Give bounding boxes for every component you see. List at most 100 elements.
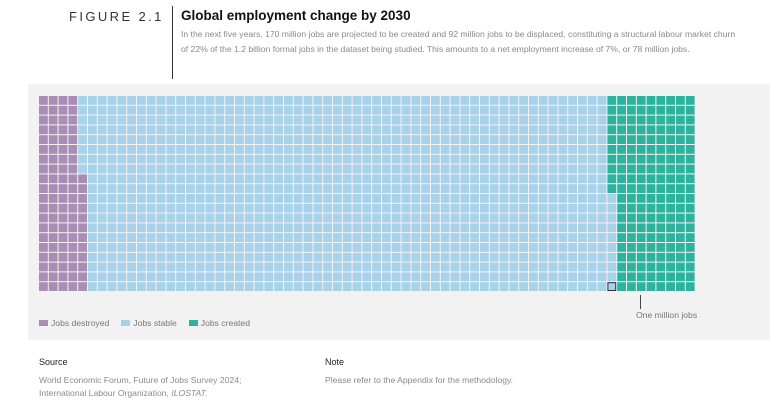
waffle-cell-jobs-stable (450, 125, 460, 135)
waffle-cell-jobs-stable (489, 203, 499, 213)
waffle-cell-jobs-stable (264, 243, 274, 252)
waffle-cell-jobs-destroyed (78, 184, 87, 193)
waffle-cell-jobs-stable (195, 184, 205, 193)
waffle-cell-jobs-stable (529, 262, 538, 272)
waffle-cell-jobs-stable (127, 96, 136, 105)
waffle-cell-jobs-stable (558, 174, 568, 184)
waffle-cell-jobs-stable (538, 96, 548, 105)
waffle-cell-jobs-stable (244, 164, 254, 174)
waffle-cell-jobs-destroyed (48, 252, 58, 262)
waffle-cell-jobs-stable (127, 262, 136, 272)
waffle-cell-jobs-created (666, 125, 675, 135)
waffle-cell-jobs-stable (274, 272, 283, 282)
waffle-cell-jobs-stable (186, 184, 195, 193)
waffle-cell-jobs-stable (342, 194, 352, 203)
waffle-cell-jobs-stable (205, 154, 215, 164)
waffle-cell-jobs-stable (499, 223, 509, 233)
waffle-cell-jobs-stable (548, 203, 558, 213)
waffle-cell-jobs-stable (450, 272, 460, 282)
waffle-cell-jobs-created (676, 213, 685, 223)
waffle-cell-jobs-stable (460, 262, 470, 272)
waffle-cell-jobs-stable (97, 115, 107, 125)
waffle-cell-jobs-stable (176, 145, 185, 154)
waffle-cell-jobs-stable (489, 135, 499, 144)
waffle-cell-jobs-stable (352, 262, 362, 272)
waffle-cell-jobs-stable (195, 125, 205, 135)
waffle-cell-jobs-stable (372, 164, 381, 174)
waffle-cell-jobs-created (617, 145, 626, 154)
waffle-cell-jobs-stable (303, 194, 313, 203)
waffle-cell-jobs-stable (166, 262, 176, 272)
waffle-cell-jobs-stable (450, 223, 460, 233)
waffle-cell-jobs-stable (470, 154, 479, 164)
waffle-cell-jobs-stable (362, 115, 372, 125)
waffle-cell-jobs-stable (568, 135, 577, 144)
waffle-cell-jobs-created (607, 145, 617, 154)
waffle-cell-jobs-stable (607, 233, 617, 242)
waffle-cell-jobs-created (666, 243, 675, 252)
waffle-cell-jobs-stable (382, 243, 391, 252)
waffle-cell-jobs-stable (519, 164, 528, 174)
waffle-cell-jobs-stable (274, 282, 283, 291)
header-divider (172, 6, 173, 79)
waffle-cell-jobs-stable (313, 115, 323, 125)
waffle-cell-jobs-stable (548, 115, 558, 125)
waffle-cell-jobs-stable (431, 115, 440, 125)
unit-annotation-label: One million jobs (636, 310, 698, 320)
waffle-cell-jobs-created (646, 203, 656, 213)
waffle-cell-jobs-stable (529, 252, 538, 262)
waffle-cell-jobs-stable (499, 243, 509, 252)
waffle-cell-jobs-stable (597, 125, 607, 135)
waffle-cell-jobs-created (676, 223, 685, 233)
waffle-cell-jobs-stable (460, 223, 470, 233)
waffle-cell-jobs-stable (489, 252, 499, 262)
waffle-cell-jobs-stable (440, 272, 450, 282)
waffle-cell-jobs-stable (303, 243, 313, 252)
waffle-cell-jobs-stable (529, 174, 538, 184)
waffle-cell-jobs-stable (195, 262, 205, 272)
waffle-cell-jobs-created (666, 194, 675, 203)
waffle-cell-jobs-stable (499, 105, 509, 115)
waffle-cell-jobs-stable (450, 174, 460, 184)
waffle-cell-jobs-stable (587, 154, 597, 164)
waffle-cell-jobs-stable (372, 115, 381, 125)
waffle-cell-jobs-stable (186, 174, 195, 184)
waffle-cell-jobs-stable (587, 145, 597, 154)
waffle-cell-jobs-stable (156, 223, 166, 233)
waffle-cell-jobs-stable (372, 282, 381, 291)
waffle-cell-jobs-destroyed (48, 233, 58, 242)
waffle-cell-jobs-stable (480, 243, 489, 252)
waffle-cell-jobs-stable (156, 164, 166, 174)
waffle-cell-jobs-stable (382, 233, 391, 242)
waffle-cell-jobs-stable (548, 252, 558, 262)
waffle-cell-jobs-destroyed (39, 203, 48, 213)
waffle-cell-jobs-stable (401, 115, 411, 125)
waffle-cell-jobs-stable (391, 203, 401, 213)
waffle-cell-jobs-stable (460, 203, 470, 213)
waffle-cell-jobs-stable (166, 96, 176, 105)
waffle-cell-jobs-stable (568, 243, 577, 252)
waffle-cell-jobs-stable (293, 252, 303, 262)
waffle-cell-jobs-stable (352, 174, 362, 184)
waffle-cell-jobs-stable (284, 194, 293, 203)
waffle-cell-jobs-stable (509, 262, 519, 272)
waffle-cell-jobs-stable (293, 262, 303, 272)
waffle-cell-jobs-stable (489, 223, 499, 233)
waffle-cell-jobs-stable (117, 282, 127, 291)
waffle-cell-jobs-created (676, 184, 685, 193)
waffle-cell-jobs-stable (519, 252, 528, 262)
waffle-cell-jobs-stable (274, 203, 283, 213)
waffle-cell-jobs-destroyed (39, 174, 48, 184)
waffle-cell-jobs-stable (362, 135, 372, 144)
waffle-cell-jobs-stable (146, 174, 156, 184)
waffle-cell-jobs-stable (431, 145, 440, 154)
waffle-cell-jobs-stable (401, 282, 411, 291)
waffle-cell-jobs-stable (127, 243, 136, 252)
waffle-cell-jobs-stable (186, 125, 195, 135)
waffle-cell-jobs-stable (333, 125, 342, 135)
waffle-cell-jobs-stable (293, 105, 303, 115)
waffle-cell-jobs-stable (529, 96, 538, 105)
waffle-cell-jobs-stable (538, 203, 548, 213)
waffle-cell-jobs-stable (450, 233, 460, 242)
